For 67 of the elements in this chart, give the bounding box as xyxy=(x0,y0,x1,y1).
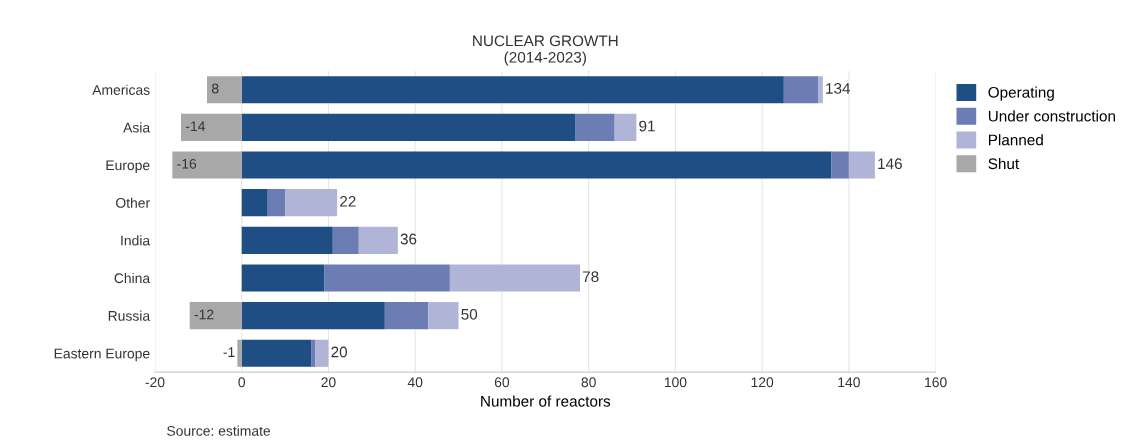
annotation: 134 xyxy=(826,82,851,94)
x-tick-label: 140 xyxy=(838,377,860,388)
bar xyxy=(575,113,615,141)
bar xyxy=(241,264,325,292)
bar xyxy=(783,76,819,104)
data-label: -1 xyxy=(223,347,235,357)
bar xyxy=(189,302,242,330)
bar xyxy=(285,189,338,217)
data-label: -14 xyxy=(185,121,206,131)
bar xyxy=(384,302,429,330)
bar xyxy=(241,151,832,179)
annotation: 50 xyxy=(461,308,478,320)
bar xyxy=(241,113,576,141)
bar xyxy=(241,302,385,330)
bar xyxy=(241,189,268,217)
annotation: 91 xyxy=(639,120,655,132)
x-tick-label: 20 xyxy=(321,377,336,388)
bar xyxy=(241,339,312,367)
annotation: 22 xyxy=(340,195,356,207)
x-tick-label: 40 xyxy=(407,377,423,388)
y-tick-label: Asia xyxy=(123,122,151,133)
bar xyxy=(332,226,359,254)
bar xyxy=(614,113,637,141)
bar xyxy=(311,339,316,367)
legend-label: Operating xyxy=(988,86,1054,101)
bar xyxy=(324,264,450,292)
bar xyxy=(449,264,580,292)
data-label: -12 xyxy=(194,309,214,320)
bar xyxy=(315,339,329,367)
legend-label: Shut xyxy=(988,157,1020,170)
y-tick-label: Eastern Europe xyxy=(54,348,150,362)
y-tick-label: Americas xyxy=(92,84,150,95)
annotation: 78 xyxy=(582,271,599,283)
bar xyxy=(848,151,875,179)
data-label: -16 xyxy=(177,158,197,169)
y-tick-label: Other xyxy=(116,197,150,208)
x-tick-label: 120 xyxy=(751,377,774,388)
y-tick-label: China xyxy=(114,272,151,284)
bar xyxy=(181,113,242,141)
bar xyxy=(428,302,459,330)
x-tick-label: 80 xyxy=(581,377,596,388)
annotation: 20 xyxy=(331,346,348,358)
y-tick-label: Europe xyxy=(106,160,150,173)
bar xyxy=(267,189,286,217)
x-tick-label: 100 xyxy=(664,377,687,388)
source-note: Source: estimate xyxy=(167,425,271,436)
bar xyxy=(241,226,333,254)
x-tick-label: 60 xyxy=(494,377,510,388)
bar xyxy=(172,151,242,179)
bar xyxy=(241,76,784,104)
x-axis-title: Number of reactors xyxy=(481,395,611,407)
y-tick-label: India xyxy=(121,235,151,246)
annotation: 146 xyxy=(878,158,902,170)
x-tick-label: 0 xyxy=(238,377,246,388)
legend-label: Under construction xyxy=(988,110,1115,122)
legend-label: Planned xyxy=(988,134,1043,146)
x-tick-label: 160 xyxy=(925,377,947,388)
bar xyxy=(818,76,823,104)
bar xyxy=(831,151,849,179)
bar xyxy=(237,339,242,367)
bar xyxy=(207,76,242,104)
annotation: 36 xyxy=(400,233,417,245)
x-tick-label: -20 xyxy=(145,377,165,388)
chart-title: NUCLEAR GROWTH (2014-2023) xyxy=(473,35,618,66)
y-tick-label: Russia xyxy=(108,310,151,321)
annotation: 8 xyxy=(211,83,219,94)
bar xyxy=(358,226,398,254)
